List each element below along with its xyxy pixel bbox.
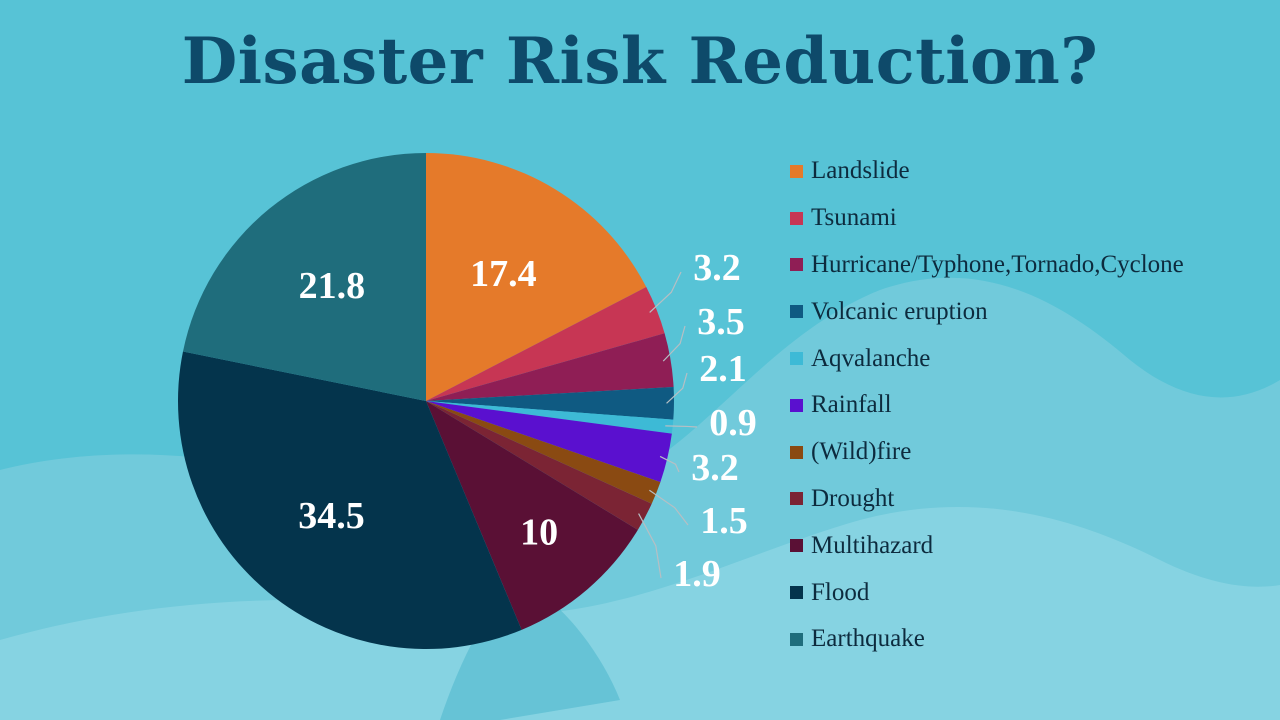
legend-item: Flood [790, 569, 1184, 616]
pie-slice-landslide [426, 153, 647, 401]
legend-swatch [790, 398, 803, 412]
legend-item: Hurricane/Typhone,Tornado,Cyclone [790, 242, 1184, 289]
data-label: 0.9 [709, 402, 757, 444]
data-label: 3.5 [697, 301, 745, 343]
pie-slice-tsunami [426, 287, 665, 401]
legend-swatch [790, 164, 803, 178]
data-label: 10 [520, 512, 558, 554]
legend-swatch [790, 586, 803, 600]
data-label: 3.2 [693, 247, 741, 289]
legend: Landslide Tsunami Hurricane/Typhone,Tornad… [790, 148, 1184, 663]
legend-swatch [790, 258, 803, 272]
data-label: 34.5 [298, 495, 365, 537]
leader-line [665, 425, 698, 428]
legend-label: (Wild)fire [811, 438, 912, 466]
leader-line [659, 455, 680, 473]
legend-swatch [790, 211, 803, 225]
leader-line [666, 372, 688, 404]
pie-slice-wild-fire [426, 401, 661, 504]
legend-label: Volcanic eruption [811, 297, 988, 325]
legend-item: Aqvalanche [790, 335, 1184, 382]
data-label: 3.2 [691, 447, 739, 489]
legend-label: Aqvalanche [811, 344, 931, 372]
leader-line [638, 513, 662, 579]
legend-label: Landslide [811, 157, 910, 185]
legend-item: Volcanic eruption [790, 288, 1184, 335]
legend-label: Hurricane/Typhone,Tornado,Cyclone [811, 250, 1184, 278]
legend-swatch [790, 539, 803, 553]
legend-swatch [790, 305, 803, 319]
data-label: 2.1 [699, 348, 747, 390]
pie-slice-earthquake [182, 153, 426, 401]
legend-label: Flood [811, 578, 870, 606]
pie-slices [178, 153, 674, 649]
legend-item: Landslide [790, 148, 1184, 195]
legend-swatch [790, 445, 803, 459]
leader-line [649, 489, 689, 526]
legend-label: Drought [811, 484, 895, 512]
leader-lines [638, 271, 698, 579]
legend-item: Rainfall [790, 382, 1184, 429]
pie-slice-multihazard [426, 401, 638, 630]
data-label: 1.9 [673, 553, 721, 595]
legend-label: Multihazard [811, 531, 934, 559]
legend-item: Tsunami [790, 195, 1184, 242]
pie-slice-rainfall [426, 401, 672, 483]
leader-line [649, 271, 682, 313]
data-label: 17.4 [470, 253, 537, 295]
data-label: 1.5 [700, 500, 748, 542]
legend-item: Earthquake [790, 616, 1184, 663]
legend-label: Rainfall [811, 391, 892, 419]
legend-label: Earthquake [811, 625, 925, 653]
legend-swatch [790, 492, 803, 506]
legend-swatch [790, 632, 803, 646]
pie-slice-flood [178, 351, 522, 649]
leader-line [662, 325, 686, 362]
pie-slice-aqvalanche [426, 401, 674, 434]
legend-item: Multihazard [790, 522, 1184, 569]
pie-slice-hurricane-typhone-tornado-cyclone [426, 333, 674, 401]
pie-slice-volcanic-eruption [426, 386, 674, 420]
legend-swatch [790, 352, 803, 366]
legend-label: Tsunami [811, 204, 897, 232]
legend-item: (Wild)fire [790, 429, 1184, 476]
chart-title: Disaster Risk Reduction? [181, 24, 1099, 99]
pie-slice-drought [426, 401, 652, 530]
data-label: 21.8 [299, 265, 366, 307]
legend-item: Drought [790, 476, 1184, 523]
